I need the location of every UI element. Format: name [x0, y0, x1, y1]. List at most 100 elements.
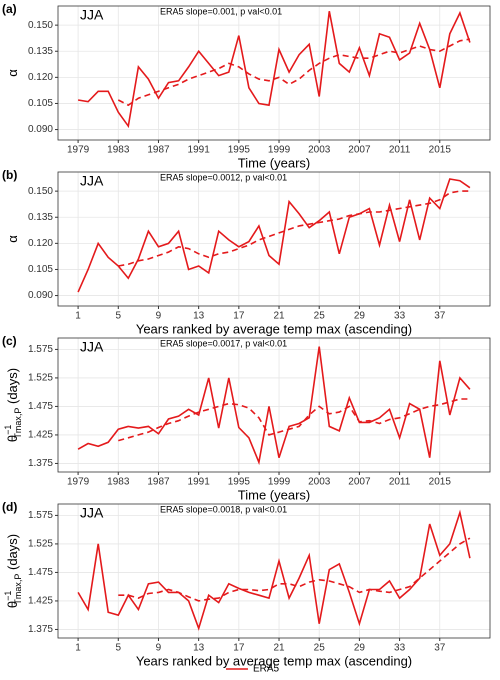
x-tick-label: 5 — [115, 643, 121, 654]
x-tick-label: 17 — [233, 643, 245, 654]
y-tick-label: 0.105 — [28, 98, 53, 109]
slope-text: ERA5 slope=0.0012, p val<0.01 — [160, 172, 287, 182]
y-tick-label: 1.425 — [28, 430, 53, 441]
y-tick-label: 1.475 — [28, 567, 53, 578]
x-tick-label: 2015 — [429, 145, 452, 156]
y-axis-label-sub: Tmax,P — [13, 574, 23, 605]
dashed-line — [118, 537, 471, 602]
x-tick-label: 37 — [434, 643, 446, 654]
data-line — [77, 346, 471, 466]
x-tick-label: 5 — [115, 311, 121, 322]
y-tick-label: 0.090 — [28, 290, 53, 301]
x-tick-label: 33 — [394, 311, 406, 322]
x-axis-label: Time (years) — [238, 155, 310, 170]
dashed-line — [118, 190, 470, 267]
y-tick-label: 0.090 — [28, 124, 53, 135]
x-tick-label: 25 — [314, 643, 326, 654]
y-axis-label-main: α — [5, 69, 20, 77]
x-tick-label: 1 — [75, 643, 81, 654]
x-tick-label: 13 — [193, 643, 205, 654]
y-tick-label: 1.425 — [28, 596, 53, 607]
x-tick-label: 2011 — [389, 145, 411, 156]
x-tick-label: 1983 — [107, 477, 130, 488]
x-tick-label: 1995 — [228, 477, 251, 488]
x-tick-label: 9 — [156, 311, 162, 322]
y-tick-label: 1.375 — [28, 458, 53, 469]
x-tick-label: 13 — [193, 311, 205, 322]
x-tick-label: 21 — [273, 643, 285, 654]
x-tick-label: 2015 — [429, 477, 452, 488]
panel-label: (d) — [2, 500, 17, 514]
plot-border — [57, 337, 491, 473]
y-tick-label: 1.525 — [28, 373, 53, 384]
y-axis-label: θ−1Tmax,P (days) — [3, 368, 23, 442]
x-tick-label: 33 — [394, 643, 406, 654]
season-label: JJA — [80, 173, 104, 189]
x-tick-label: 1999 — [268, 145, 291, 156]
y-tick-label: 0.105 — [28, 264, 53, 275]
y-axis-label-main: θ — [5, 435, 20, 442]
x-tick-label: 1995 — [228, 145, 251, 156]
dashed-line — [117, 38, 471, 107]
panel-label: (a) — [2, 2, 17, 16]
slope-text: ERA5 slope=0.0017, p val<0.01 — [160, 338, 287, 348]
season-label: JJA — [80, 339, 104, 355]
x-tick-label: 1987 — [147, 145, 170, 156]
y-axis-label-main: α — [5, 235, 20, 243]
x-tick-label: 1991 — [188, 145, 211, 156]
y-tick-label: 1.525 — [28, 539, 53, 550]
y-tick-label: 0.150 — [28, 186, 53, 197]
x-tick-label: 1999 — [268, 477, 291, 488]
y-axis-label-sup: −1 — [3, 425, 13, 435]
plot-border — [57, 171, 491, 307]
plot-background — [58, 338, 490, 472]
season-label: JJA — [80, 505, 104, 521]
plot-background — [58, 504, 490, 638]
y-axis-label-unit: (days) — [5, 534, 20, 574]
slope-text: ERA5 slope=0.001, p val<0.01 — [160, 6, 282, 16]
x-axis-label: Time (years) — [238, 487, 310, 502]
x-tick-label: 1983 — [107, 145, 130, 156]
y-axis-label-main: θ — [5, 601, 20, 608]
y-tick-label: 0.120 — [28, 72, 53, 83]
data-line — [77, 10, 471, 129]
y-tick-label: 1.575 — [28, 344, 53, 355]
x-tick-label: 29 — [354, 311, 366, 322]
y-axis-label: α — [5, 235, 20, 243]
x-tick-label: 2007 — [348, 145, 371, 156]
y-tick-label: 0.135 — [28, 46, 53, 57]
x-tick-label: 29 — [354, 643, 366, 654]
x-tick-label: 25 — [314, 311, 326, 322]
x-axis-label: Years ranked by average temp max (ascend… — [136, 653, 412, 668]
panel-label: (b) — [2, 168, 17, 182]
y-tick-label: 1.475 — [28, 401, 53, 412]
data-line — [77, 178, 471, 293]
y-tick-label: 1.575 — [28, 510, 53, 521]
y-axis-label-sub: Tmax,P — [13, 408, 23, 439]
plot-border — [57, 5, 491, 141]
y-tick-label: 0.120 — [28, 238, 53, 249]
x-tick-label: 1987 — [147, 477, 170, 488]
plot-border — [57, 503, 491, 639]
x-tick-label: 1 — [75, 311, 81, 322]
x-tick-label: 2003 — [308, 145, 331, 156]
y-tick-label: 0.150 — [28, 20, 53, 31]
x-tick-label: 21 — [273, 311, 285, 322]
plot-background — [58, 172, 490, 306]
x-tick-label: 2007 — [348, 477, 371, 488]
y-tick-label: 1.375 — [28, 624, 53, 635]
dashed-line — [118, 398, 470, 442]
x-tick-label: 2003 — [308, 477, 331, 488]
season-label: JJA — [80, 7, 104, 23]
x-tick-label: 1991 — [188, 477, 211, 488]
x-tick-label: 17 — [233, 311, 245, 322]
x-tick-label: 2011 — [389, 477, 411, 488]
x-tick-label: 1979 — [67, 477, 90, 488]
y-tick-label: 0.135 — [28, 212, 53, 223]
y-axis-label-sup: −1 — [3, 591, 13, 601]
panel-label: (c) — [2, 334, 17, 348]
x-tick-label: 37 — [434, 311, 446, 322]
x-axis-label: Years ranked by average temp max (ascend… — [136, 321, 412, 336]
slope-text: ERA5 slope=0.0018, p val<0.01 — [160, 504, 287, 514]
